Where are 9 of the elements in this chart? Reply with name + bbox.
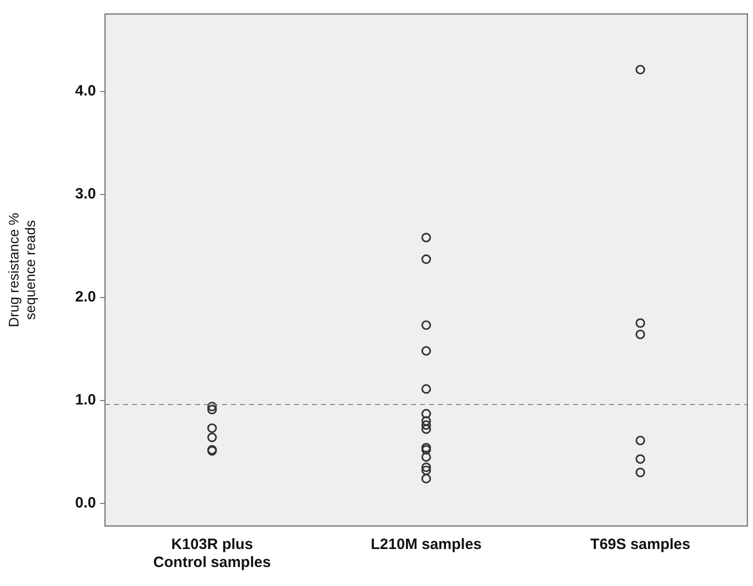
x-tick-label: T69S samples bbox=[590, 536, 690, 554]
y-tick-label: 1.0 bbox=[75, 391, 96, 408]
y-tick-label: 0.0 bbox=[75, 494, 96, 512]
x-tick-label: K103R plus Control samples bbox=[153, 536, 271, 572]
y-axis-title: Drug resistance % sequence reads bbox=[5, 212, 38, 328]
y-tick-label: 3.0 bbox=[75, 185, 96, 202]
y-tick-label: 4.0 bbox=[75, 82, 96, 100]
y-tick-label: 2.0 bbox=[75, 288, 96, 306]
x-tick-label: L210M samples bbox=[370, 536, 482, 554]
